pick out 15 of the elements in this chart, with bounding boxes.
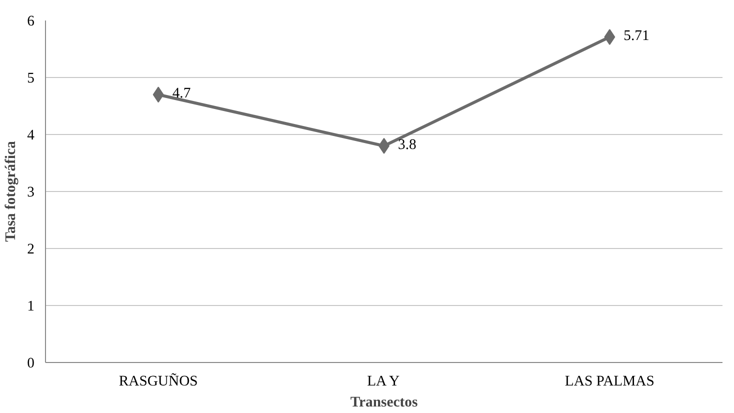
text: 3.8 bbox=[398, 136, 416, 153]
text: 4.7 bbox=[172, 86, 191, 102]
x-tick-label: RASGUÑOS bbox=[118, 372, 198, 390]
y-tick-label: 0 bbox=[27, 356, 34, 372]
y-tick-label: 2 bbox=[27, 242, 34, 258]
y-tick-label: 4 bbox=[27, 128, 36, 144]
y-tick-label: 3 bbox=[27, 184, 34, 200]
x-tick-label: LAS PALMAS bbox=[564, 374, 654, 390]
x-tick-label: LA Y bbox=[367, 374, 400, 390]
y-tick-label: 6 bbox=[27, 14, 34, 30]
y-axis-title: Tasa fotográfica bbox=[3, 140, 20, 242]
y-tick-label: 5 bbox=[27, 70, 34, 86]
y-tick-label: 1 bbox=[27, 298, 34, 314]
x-axis-title: Transectos bbox=[350, 394, 418, 410]
text: 5.71 bbox=[624, 28, 650, 44]
